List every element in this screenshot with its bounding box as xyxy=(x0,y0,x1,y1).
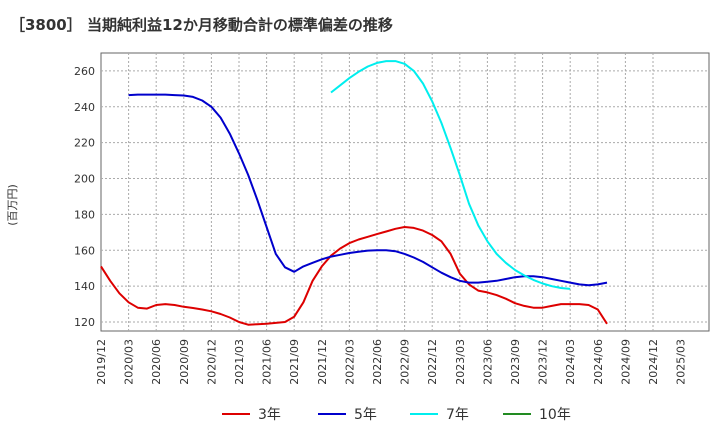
y-tick-label: 140 xyxy=(74,280,95,293)
y-tick-label: 200 xyxy=(74,173,95,186)
series-line-2 xyxy=(330,60,571,290)
x-tick-label: 2024/12 xyxy=(647,339,660,385)
legend-label-1: 5年 xyxy=(354,407,377,423)
x-tick-label: 2021/03 xyxy=(233,339,246,385)
x-tick-label: 2022/12 xyxy=(426,339,439,385)
legend-label-3: 10年 xyxy=(539,407,571,423)
x-tick-label: 2023/06 xyxy=(481,339,494,385)
x-tick-label: 2024/03 xyxy=(564,339,577,385)
y-tick-label: 220 xyxy=(74,137,95,150)
y-axis: 120 140 160 180 200 220 240 260 xyxy=(74,65,95,329)
y-tick-label: 160 xyxy=(74,244,95,257)
y-tick-label: 240 xyxy=(74,101,95,114)
plot-area xyxy=(100,52,710,332)
x-tick-label: 2020/03 xyxy=(123,339,136,385)
x-tick-label: 2020/12 xyxy=(205,339,218,385)
x-tick-label: 2024/06 xyxy=(592,339,605,385)
x-tick-label: 2021/06 xyxy=(261,339,274,385)
x-tick-label: 2022/09 xyxy=(399,339,412,385)
grid xyxy=(101,53,709,331)
series-group xyxy=(100,60,608,326)
x-tick-label: 2023/12 xyxy=(537,339,550,385)
y-tick-label: 260 xyxy=(74,65,95,78)
x-tick-label: 2022/03 xyxy=(343,339,356,385)
series-line-0 xyxy=(100,226,608,326)
x-tick-label: 2021/12 xyxy=(316,339,329,385)
x-tick-label: 2023/09 xyxy=(509,339,522,385)
y-tick-label: 120 xyxy=(74,316,95,329)
x-tick-label: 2022/06 xyxy=(371,339,384,385)
x-tick-label: 2020/09 xyxy=(178,339,191,385)
chart-title: ［3800］ 当期純利益12か月移動合計の標準偏差の推移 xyxy=(10,16,393,34)
legend-label-2: 7年 xyxy=(446,407,469,423)
y-axis-label: (百万円) xyxy=(6,184,19,226)
x-tick-label: 2023/03 xyxy=(454,339,467,385)
x-tick-label: 2021/09 xyxy=(288,339,301,385)
x-tick-label: 2020/06 xyxy=(150,339,163,385)
x-axis: 2019/12 2020/03 2020/06 2020/09 2020/12 2021/… xyxy=(95,339,688,385)
x-tick-label: 2024/09 xyxy=(619,339,632,385)
y-tick-label: 180 xyxy=(74,208,95,221)
legend-label-0: 3年 xyxy=(258,407,281,423)
x-tick-label: 2019/12 xyxy=(95,339,108,385)
x-tick-label: 2025/03 xyxy=(675,339,688,385)
legend: 3年 5年 7年 10年 xyxy=(222,407,571,423)
